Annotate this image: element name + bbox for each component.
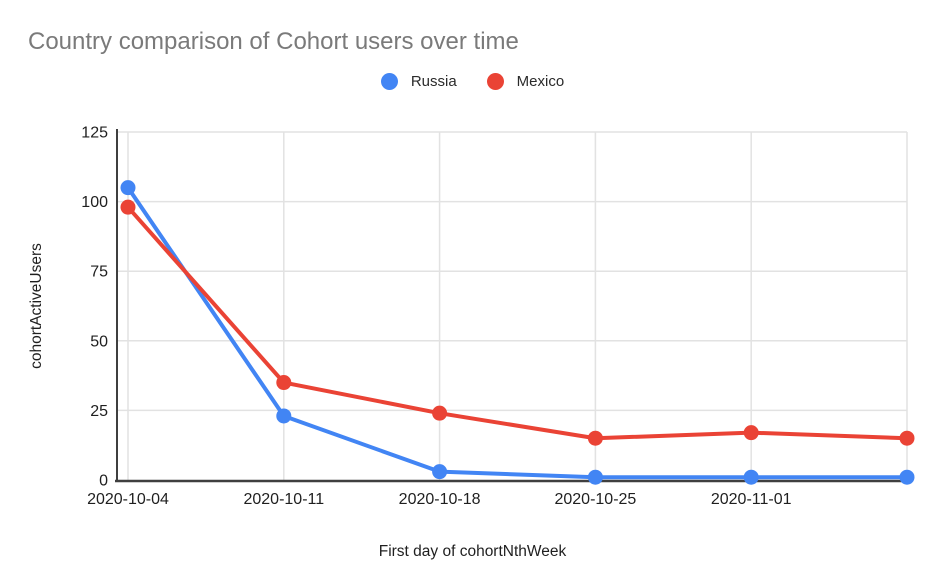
y-tick-label: 0 (99, 473, 108, 490)
legend-label-russia: Russia (410, 73, 457, 90)
data-point-russia (587, 469, 603, 485)
y-tick-label: 50 (90, 333, 108, 350)
data-point-mexico (587, 430, 603, 446)
x-axis-title: First day of cohortNthWeek (378, 543, 567, 560)
legend: Russia Mexico (0, 73, 945, 90)
legend-label-mexico: Mexico (516, 73, 565, 90)
x-tick-label: 2020-10-25 (554, 491, 636, 508)
y-tick-label: 25 (90, 403, 108, 420)
y-tick-label: 75 (90, 264, 108, 281)
legend-item-mexico: Mexico (486, 73, 565, 90)
data-point-mexico (432, 405, 448, 421)
x-tick-label: 2020-10-11 (243, 491, 324, 508)
x-tick-label: 2020-10-18 (399, 491, 481, 508)
series-line-mexico (126, 205, 909, 441)
data-point-russia (743, 469, 759, 485)
data-point-russia (276, 408, 292, 424)
data-point-mexico (120, 199, 136, 215)
data-point-mexico (276, 375, 292, 391)
data-point-russia (432, 464, 448, 480)
mexico-series-dot-icon (486, 73, 504, 90)
y-axis-title: cohortActiveUsers (28, 243, 45, 369)
russia-series-dot-icon (380, 73, 398, 90)
y-tick-label: 100 (81, 194, 108, 211)
y-tick-label: 125 (81, 125, 108, 142)
data-point-russia (899, 469, 915, 485)
x-tick-label: 2020-11-01 (711, 491, 792, 508)
chart-title: Country comparison of Cohort users over … (28, 28, 519, 55)
data-point-mexico (899, 430, 915, 446)
legend-item-russia: Russia (380, 73, 457, 90)
data-point-russia (120, 180, 136, 196)
x-tick-label: 2020-10-04 (87, 491, 169, 508)
series-line-russia (126, 185, 909, 480)
data-point-mexico (743, 425, 759, 441)
